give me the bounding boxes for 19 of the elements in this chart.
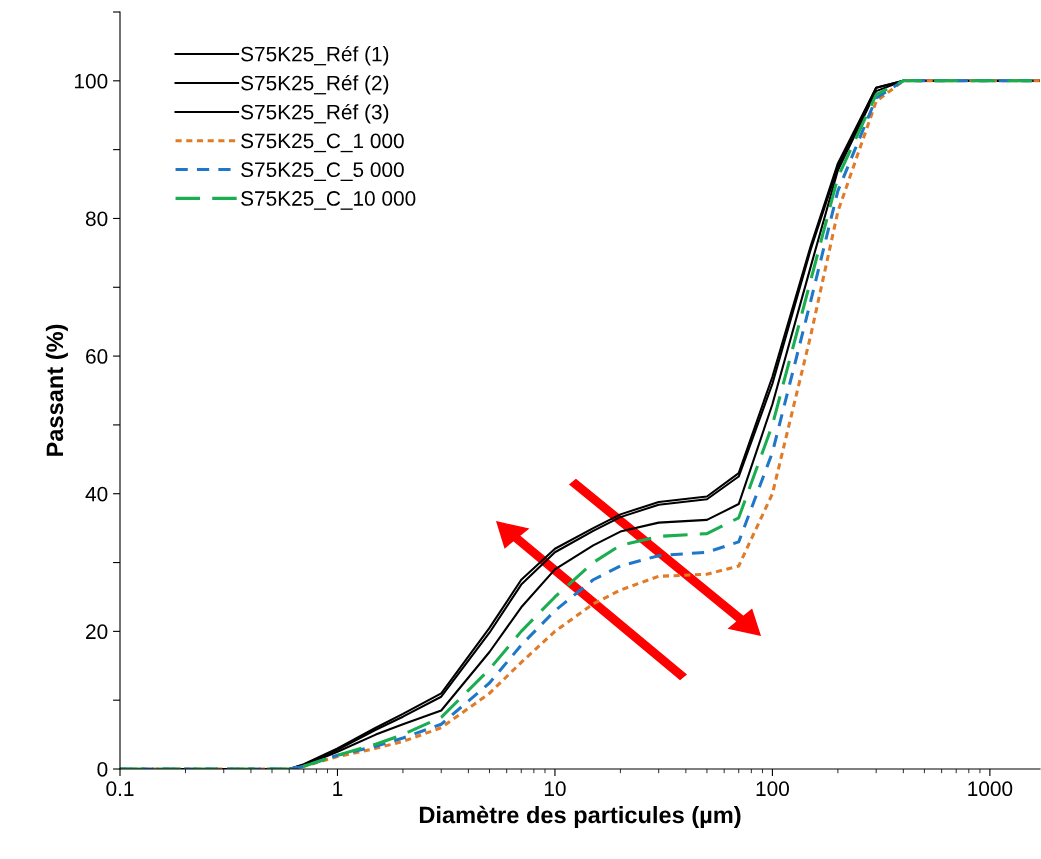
y-tick-label: 60	[86, 349, 108, 364]
legend-label: S75K25_Réf (1)	[241, 45, 389, 66]
y-tick-label: 0	[97, 762, 108, 777]
y-tick-label: 100	[75, 73, 108, 89]
x-tick-label: 100	[756, 781, 789, 797]
y-axis-title: Passant (%)	[45, 324, 68, 456]
x-tick-label: 10	[544, 781, 566, 797]
legend-label: S75K25_Réf (3)	[241, 103, 389, 124]
legend-label: S75K25_C_10 000	[241, 191, 416, 210]
legend-label: S75K25_C_5 000	[241, 162, 404, 182]
y-tick-label: 80	[85, 211, 108, 227]
x-tick-label: 0.1	[106, 781, 134, 797]
x-axis-title: Diamètre des particules (µm)	[419, 805, 741, 829]
legend-label: S75K25_Réf (2)	[241, 74, 389, 95]
x-tick-label: 1000	[968, 781, 1013, 797]
x-tick-label: 1	[333, 781, 343, 796]
y-tick-label: 40	[85, 486, 108, 502]
legend-label: S75K25_C_1 000	[241, 133, 404, 153]
y-tick-label: 20	[86, 624, 108, 640]
